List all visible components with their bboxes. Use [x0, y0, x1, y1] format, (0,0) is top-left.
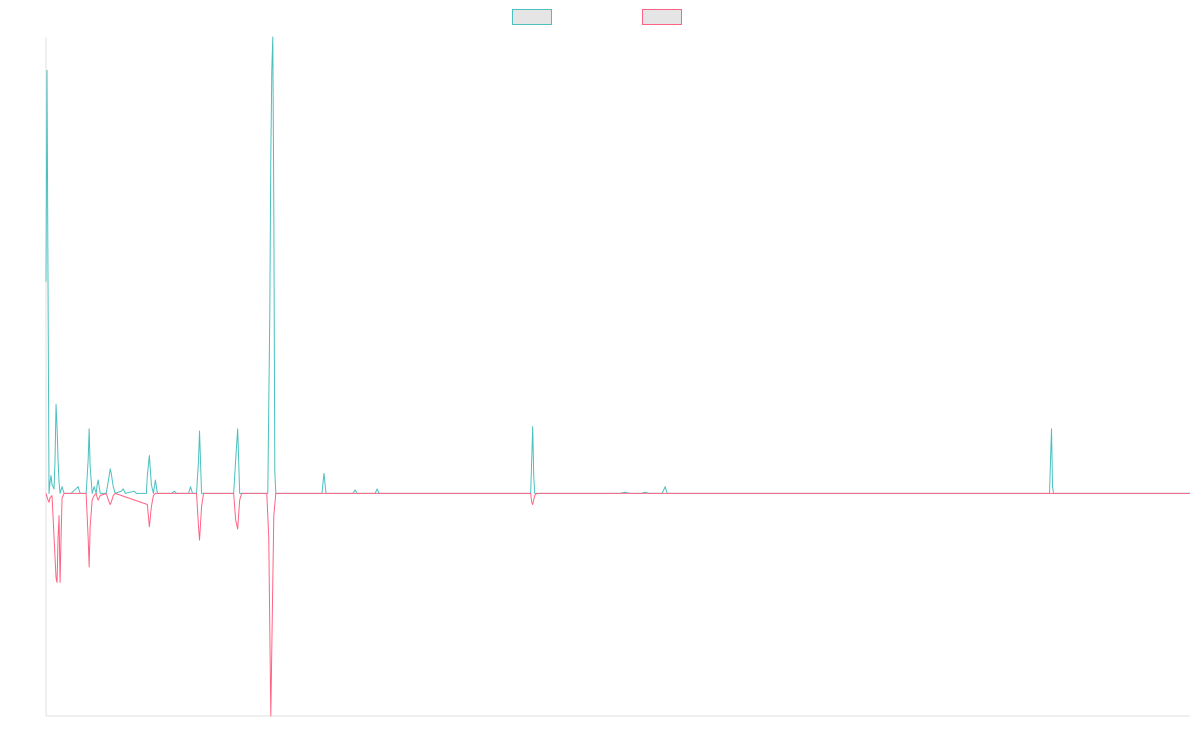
series-line-2: [45, 492, 1190, 717]
legend-swatch-series-1: [512, 9, 552, 25]
legend-item-series-2[interactable]: [642, 9, 688, 25]
legend-swatch-series-2: [642, 9, 682, 25]
legend-item-series-1[interactable]: [512, 9, 558, 25]
series-line-1: [45, 36, 1190, 494]
legend: [0, 9, 1200, 25]
